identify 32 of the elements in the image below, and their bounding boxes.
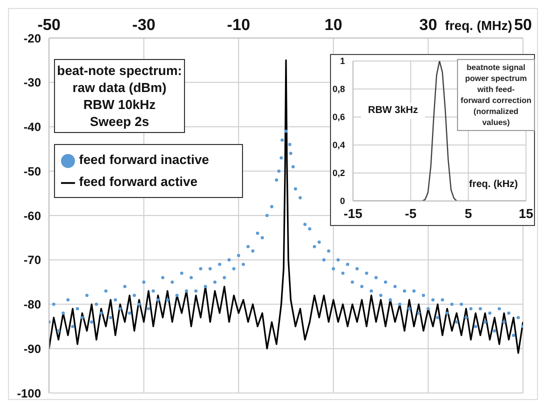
- annotation: RBW 3kHz: [361, 103, 425, 119]
- y-tick-label: -30: [24, 76, 42, 90]
- y-tick-label: -40: [24, 120, 42, 134]
- x-tick-label: 30: [419, 17, 438, 34]
- y-tick-label: -70: [24, 253, 42, 268]
- y-tick-label: 0,4: [332, 140, 345, 150]
- x-tick-label: 5: [464, 206, 472, 222]
- x-tick-label: -30: [132, 17, 156, 34]
- x-tick-label: 10: [324, 17, 342, 34]
- x-tick-label: 50: [514, 17, 532, 34]
- x-tick-label: 15: [518, 206, 534, 222]
- x-tick-label: -15: [344, 206, 362, 222]
- annotation: beat-note spectrum: raw data (dBm) RBW 10kHz Sweep 2s: [54, 59, 185, 133]
- x-axis-title: freq. (kHz): [469, 179, 518, 190]
- y-tick-label: -100: [16, 386, 42, 400]
- y-tick-label: 1: [340, 56, 345, 66]
- y-tick-label: 0: [340, 196, 345, 206]
- legend-label: feed forward active: [79, 174, 198, 189]
- y-tick-label: -80: [24, 298, 42, 312]
- y-tick-label: 0,8: [332, 84, 345, 94]
- x-tick-label: -5: [404, 206, 416, 222]
- text: beatnote signal power spectrum with feed- forward correction (normalized values): [457, 59, 535, 131]
- y-tick-label: -20: [24, 31, 42, 46]
- x-axis-title: freq. (MHz): [445, 18, 512, 33]
- y-tick-label: 0,6: [332, 112, 345, 122]
- y-tick-label: -60: [24, 208, 42, 223]
- legend-label: feed forward inactive: [79, 152, 210, 167]
- y-tick-label: -50: [24, 164, 42, 178]
- x-tick-label: -50: [37, 17, 61, 34]
- y-tick-label: 0,2: [332, 168, 345, 178]
- y-tick-label: -90: [24, 342, 42, 356]
- x-tick-label: -10: [227, 17, 250, 34]
